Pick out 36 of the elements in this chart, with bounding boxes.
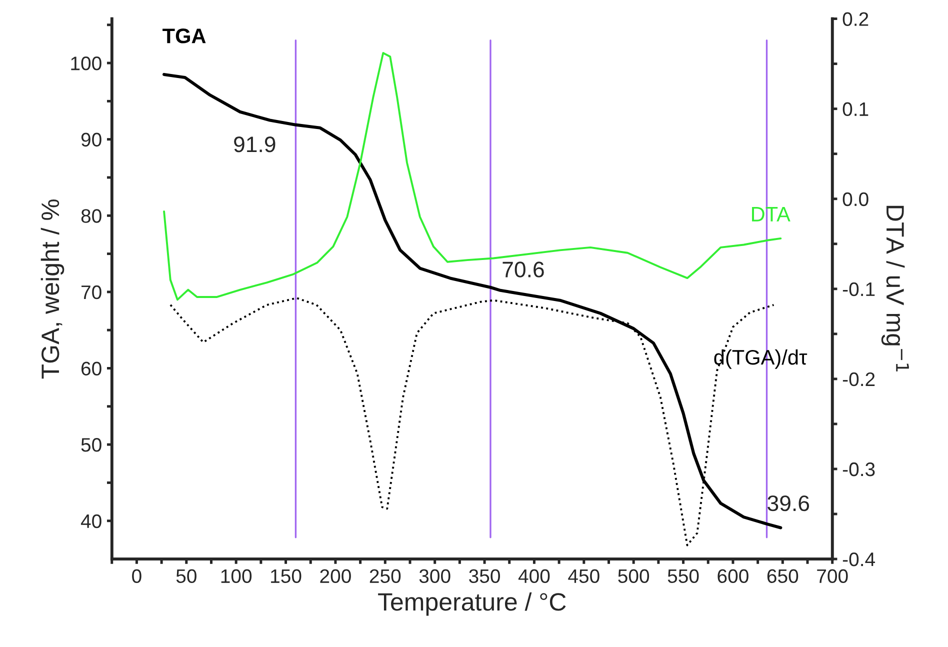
annotation: 39.6 (768, 495, 810, 512)
y-tick-label: 40 (80, 514, 102, 528)
x-tick-label: 100 (221, 569, 252, 584)
y2-tick-label: 0.1 (842, 102, 868, 116)
x-tick-label: 450 (568, 569, 600, 584)
y-tick-label: 80 (81, 209, 102, 223)
y2-tick-label: 0.2 (842, 12, 868, 26)
y2-tick-label: -0.4 (842, 552, 875, 566)
y-tick-label: 90 (81, 132, 102, 147)
x-tick-label: 150 (271, 569, 302, 584)
x-tick-label: 50 (176, 569, 196, 584)
y-tick-label: 60 (82, 362, 102, 376)
x-tick-label: 700 (817, 569, 848, 584)
series-label: TGA (162, 28, 206, 44)
x-tick-label: 350 (469, 569, 500, 584)
y2-tick-label: 0.0 (842, 192, 868, 206)
y2-axis-title: DTA / uV mg$^{−1}$ (881, 206, 909, 372)
x-tick-label: 550 (668, 569, 699, 584)
x-tick-label: 400 (518, 569, 550, 584)
y-axis-title: TGA, weight / % (40, 199, 64, 379)
x-tick-label: 650 (767, 569, 798, 584)
x-tick-label: 200 (320, 569, 351, 584)
x-tick-label: 0 (132, 569, 142, 584)
x-tick-label: 500 (618, 569, 650, 584)
y2-tick-label: -0.3 (842, 462, 875, 476)
annotation: 70.6 (502, 262, 544, 278)
y-tick-label: 50 (81, 438, 102, 452)
x-tick-label: 250 (370, 569, 401, 584)
y2-tick-label: -0.1 (842, 282, 875, 296)
y-tick-label: 70 (82, 285, 102, 300)
y2-tick-label: -0.2 (842, 372, 875, 386)
x-tick-label: 300 (419, 569, 450, 584)
y-tick-label: 100 (71, 56, 102, 70)
x-axis-title: Temperature / °C (378, 592, 566, 616)
annotation: 91.9 (234, 136, 276, 152)
x-tick-label: 600 (718, 569, 748, 584)
